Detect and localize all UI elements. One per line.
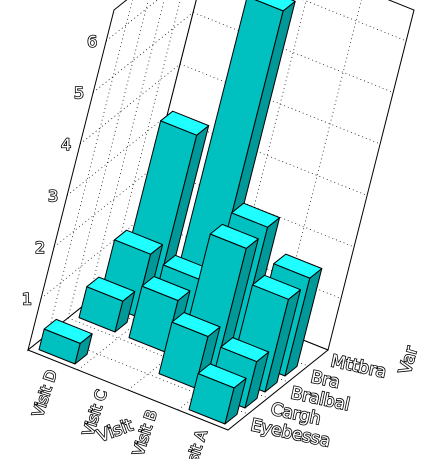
z-gridline-left <box>53 166 155 248</box>
z-gridline-left <box>92 12 194 93</box>
y-axis-title: Var <box>396 344 422 376</box>
z-tick-label: 2 <box>35 238 45 257</box>
z-tick-labels: 1 2 3 4 5 6 <box>21 31 98 309</box>
bar-top-face <box>141 276 191 301</box>
bar <box>38 318 93 365</box>
z-tick-label: 1 <box>22 289 32 308</box>
x-gridline-floor <box>77 289 179 371</box>
x-tick-label: Visit D <box>29 368 61 419</box>
bars <box>38 0 323 425</box>
z-gridline-left <box>105 0 158 42</box>
y-gridline-left <box>67 0 149 319</box>
z-gridline-left <box>66 115 168 196</box>
bar <box>188 363 247 425</box>
y-gridline-left <box>107 0 181 287</box>
bar-top-face <box>160 110 210 136</box>
x-gridline-back <box>277 0 362 331</box>
bar-top-face <box>114 229 164 255</box>
bar-top-face <box>197 363 247 389</box>
x-gridline-back <box>227 0 307 311</box>
bar-top-face <box>231 202 281 228</box>
x-tick-label: Visit A <box>179 427 211 459</box>
bar-top-face <box>171 312 221 337</box>
y-gridline-left <box>87 0 165 303</box>
bar-top-face <box>220 337 270 363</box>
z-tick-label: 6 <box>87 32 97 51</box>
bar-top-face <box>252 274 301 300</box>
z-gridline-left <box>79 63 181 145</box>
bar <box>78 276 136 333</box>
bar-top-face <box>254 0 296 12</box>
z-gridline-left <box>40 218 142 299</box>
bar-top-face <box>273 253 323 279</box>
bar-top-face <box>86 276 136 302</box>
z-tick-label: 3 <box>48 186 58 205</box>
bar-top-face <box>209 223 259 249</box>
z-tick-label: 5 <box>74 83 84 102</box>
y-gridline-left <box>47 0 133 335</box>
bar-top-face <box>43 318 93 344</box>
z-tick-label: 4 <box>61 135 71 154</box>
